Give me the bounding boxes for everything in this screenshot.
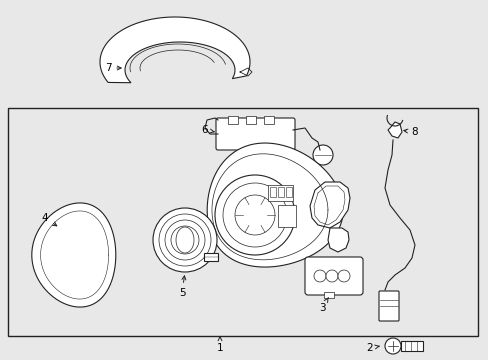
Polygon shape [100,17,249,83]
Circle shape [312,145,332,165]
Text: 1: 1 [216,337,223,353]
Polygon shape [387,122,401,138]
Bar [8,108,477,336]
FancyBboxPatch shape [216,118,294,150]
Circle shape [384,338,400,354]
Bar [227,116,238,124]
Circle shape [223,183,286,247]
Circle shape [159,214,210,266]
Ellipse shape [176,227,194,253]
Circle shape [215,175,294,255]
Bar [324,292,333,298]
Bar [278,205,295,227]
Circle shape [171,226,199,254]
Bar [400,341,422,351]
Bar [267,185,292,201]
Text: 8: 8 [403,127,417,137]
Circle shape [313,270,325,282]
Polygon shape [327,228,348,252]
FancyBboxPatch shape [305,257,362,295]
Text: 2: 2 [366,343,378,353]
FancyBboxPatch shape [378,291,398,321]
Bar [278,187,284,197]
Polygon shape [207,143,343,267]
Circle shape [153,208,217,272]
Circle shape [164,220,204,260]
Text: 6: 6 [201,125,214,135]
Circle shape [325,270,337,282]
Bar [285,187,291,197]
Bar [245,116,256,124]
Bar [203,253,218,261]
Bar [264,116,273,124]
Bar [269,187,275,197]
Text: 7: 7 [104,63,121,73]
Text: 4: 4 [41,213,57,226]
Circle shape [337,270,349,282]
Text: 3: 3 [318,298,327,313]
Polygon shape [309,182,349,228]
Circle shape [235,195,274,235]
Polygon shape [32,203,116,307]
Text: 5: 5 [178,276,185,298]
